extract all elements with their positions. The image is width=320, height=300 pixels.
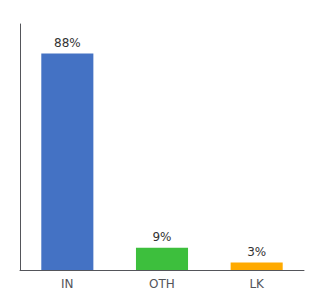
svg-text:9%: 9% [152,230,171,244]
svg-text:3%: 3% [247,245,266,259]
svg-text:LK: LK [249,277,265,291]
svg-text:88%: 88% [54,36,81,50]
svg-text:OTH: OTH [149,277,175,291]
svg-text:IN: IN [61,277,74,291]
